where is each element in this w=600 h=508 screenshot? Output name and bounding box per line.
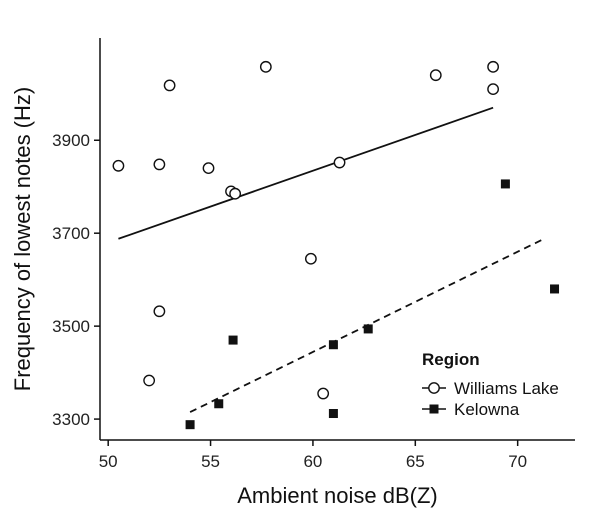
data-point-open-circle [259, 60, 272, 73]
data-point-filled-square [185, 420, 195, 430]
data-point-open-circle [163, 79, 176, 92]
y-axis-ticks: 3300 3500 3700 3900 [52, 131, 100, 429]
data-point-filled-square [363, 324, 373, 334]
data-point-open-circle [429, 69, 442, 82]
x-axis-title: Ambient noise dB(Z) [237, 483, 438, 508]
data-point-open-circle [112, 159, 125, 172]
data-point-open-circle [333, 156, 346, 169]
axes [99, 38, 575, 441]
data-point-filled-square [228, 335, 238, 345]
legend: Region Williams Lake Kelowna [422, 350, 559, 419]
legend-label-kelowna: Kelowna [454, 400, 520, 419]
x-axis-ticks: 50 55 60 65 70 [99, 440, 527, 471]
y-axis-title: Frequency of lowest notes (Hz) [10, 87, 35, 391]
data-points [112, 60, 560, 430]
y-tick-label: 3900 [52, 131, 90, 150]
data-point-open-circle [153, 158, 166, 171]
data-point-open-circle [202, 162, 215, 175]
data-point-open-circle [304, 252, 317, 265]
trend-line-williams-lake [118, 106, 494, 240]
data-point-open-circle [153, 305, 166, 318]
x-tick-label: 60 [303, 452, 322, 471]
data-point-filled-square [550, 284, 560, 294]
data-point-open-circle [487, 60, 500, 73]
data-point-filled-square [328, 340, 338, 350]
data-point-open-circle [143, 374, 156, 387]
legend-label-williams-lake: Williams Lake [454, 379, 559, 398]
data-point-open-circle [487, 83, 500, 96]
legend-item-williams-lake: Williams Lake [422, 379, 559, 398]
x-tick-label: 70 [508, 452, 527, 471]
x-tick-label: 65 [406, 452, 425, 471]
data-point-filled-square [328, 409, 338, 419]
legend-item-kelowna: Kelowna [422, 400, 520, 419]
data-point-open-circle [229, 187, 242, 200]
data-point-filled-square [500, 179, 510, 189]
y-tick-label: 3500 [52, 317, 90, 336]
y-tick-label: 3300 [52, 410, 90, 429]
x-tick-label: 55 [201, 452, 220, 471]
x-tick-label: 50 [99, 452, 118, 471]
data-point-open-circle [317, 387, 330, 400]
y-tick-label: 3700 [52, 224, 90, 243]
data-point-filled-square [214, 399, 224, 409]
legend-marker-open-circle [428, 382, 440, 394]
legend-title: Region [422, 350, 480, 369]
legend-marker-filled-square [429, 404, 439, 414]
